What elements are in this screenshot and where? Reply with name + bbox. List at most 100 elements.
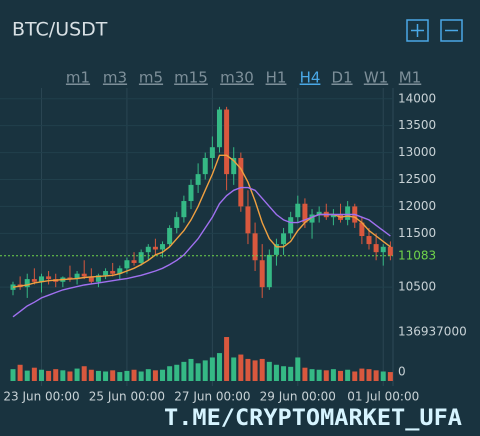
y-tick-label: 12500 [398,172,436,186]
candle-body [380,246,386,253]
watermark: T.ME/CRYPTOMARKET_UFA [164,406,462,431]
volume-bar [309,369,315,381]
volume-bar [160,369,166,381]
button-frame[interactable] [440,19,463,42]
volume-bar [152,370,158,381]
volume-bar [67,371,73,381]
candle-body [273,244,279,255]
candle-body [266,254,272,288]
candle-body [259,260,265,288]
timeframe-tab[interactable]: W1 [364,69,388,87]
volume-bar [131,369,137,381]
volume-bar [345,369,351,381]
timeframe-tab[interactable]: H1 [266,69,287,87]
candle-body [160,244,166,250]
candle-body [309,214,315,223]
candle-body [202,157,208,175]
volume-bar [245,358,251,381]
candle-body [74,273,80,280]
candle-body [281,233,287,245]
volume-bar [195,363,201,381]
volume-tick-label: 136937000 [398,325,467,339]
candle-body [195,174,201,185]
candle-body [238,157,244,207]
volume-bar [231,357,237,381]
volume-bar [31,367,37,381]
candle-body [295,203,301,218]
y-tick-label: 10500 [398,280,436,294]
timeframe-tab[interactable]: m3 [103,69,127,87]
candle-body [103,271,109,276]
timeframe-tab[interactable]: m30 [220,69,254,87]
volume-bar [110,370,116,381]
candle-body [95,275,101,282]
x-tick-label: 27 Jun 00:00 [174,390,250,404]
volume-bar [124,370,130,381]
volume-bar [216,353,222,381]
candle-body [345,206,351,220]
last-price-label: 11083 [398,248,436,262]
volume-bar [281,366,287,381]
candle-body [224,109,230,175]
candle-body [302,203,308,223]
volume-bar [95,370,101,381]
candle-body [181,201,187,218]
volume-bar [259,358,265,381]
volume-bar [202,360,208,381]
volume-bar [387,372,393,381]
volume-bar [288,366,294,381]
y-tick-label: 13000 [398,145,436,159]
timeframe-tab[interactable]: m15 [174,69,208,87]
volume-bar [273,364,279,381]
x-tick-label: 23 Jun 00:00 [3,390,79,404]
candle-body [366,236,372,245]
volume-bar [74,368,80,381]
x-tick-label: 29 Jun 00:00 [260,390,336,404]
volume-bar [167,366,173,381]
volume-bar [174,364,180,381]
candle-body [216,109,222,148]
candle-body [46,276,52,280]
candle-body [209,147,215,158]
volume-bar [88,369,94,381]
volume-bar [60,370,66,381]
volume-bar [117,372,123,381]
candle-body [167,227,173,245]
volume-bar [53,369,59,381]
volume-bar [373,370,379,381]
volume-bar [302,367,308,381]
candle-body [81,273,87,277]
timeframe-tab[interactable]: m5 [139,69,163,87]
y-tick-label: 14000 [398,91,436,105]
volume-bar [145,369,151,381]
timeframe-tab[interactable]: H4 [300,69,321,87]
volume-bar [181,361,187,381]
button-frame[interactable] [406,19,429,42]
candle-body [252,233,258,261]
volume-bar [252,360,258,381]
moving-average-line [12,186,391,318]
volume-bar [338,370,344,381]
candle-body [138,252,144,263]
volume-bar [209,357,215,381]
candle-body [387,246,393,256]
timeframe-tab[interactable]: D1 [331,69,352,87]
candle-body [117,268,123,274]
volume-bar [366,369,372,381]
volume-bar [17,364,23,381]
volume-bar [81,366,87,381]
candle-body [24,279,30,288]
candle-body [124,260,130,269]
zoom-out-button[interactable] [440,19,463,42]
candle-body [231,157,237,175]
candle-body [38,276,44,282]
x-tick-label: 25 Jun 00:00 [89,390,165,404]
volume-bar [316,369,322,381]
candle-body [174,217,180,228]
timeframe-tab[interactable]: m1 [66,69,90,87]
timeframe-tab[interactable]: M1 [399,69,422,87]
volume-bar [24,370,30,381]
volume-bar [266,361,272,381]
candle-body [131,260,137,263]
zoom-in-button[interactable] [406,19,429,42]
